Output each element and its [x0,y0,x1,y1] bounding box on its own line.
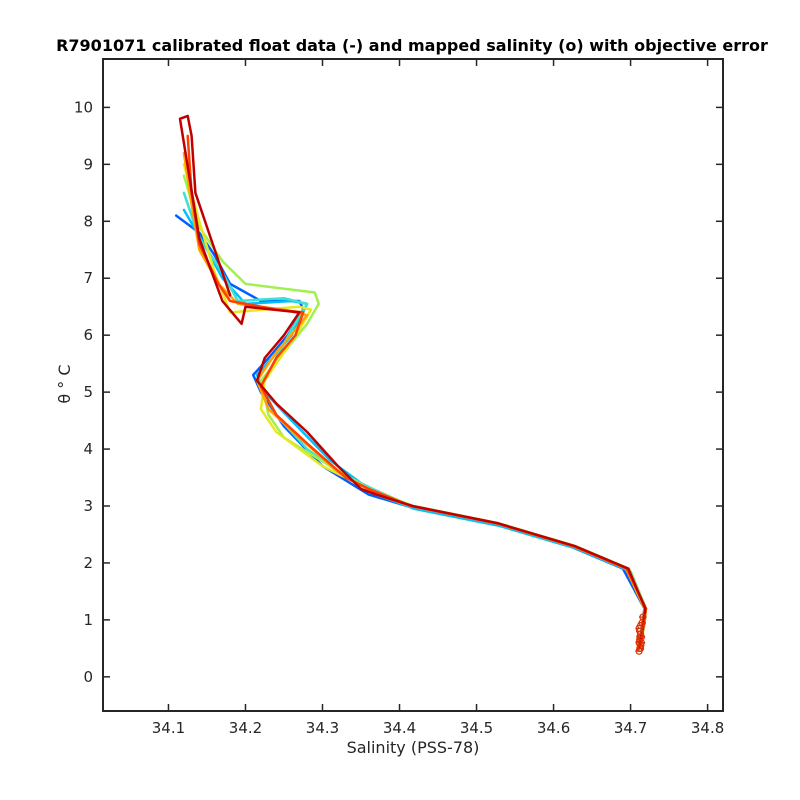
axes-box [102,58,724,712]
x-tick-label: 34.1 [152,719,185,737]
plot-area [103,59,723,711]
y-tick-label: 2 [83,554,93,572]
x-tick-label: 34.4 [383,719,416,737]
series-layer [174,114,648,650]
x-tick-label: 34.8 [691,719,724,737]
y-tick-label: 7 [83,269,93,287]
y-tick-label: 10 [74,98,93,116]
x-tick-label: 34.3 [306,719,339,737]
x-axis-label: Salinity (PSS-78) [347,738,480,757]
y-tick-label: 8 [83,212,93,230]
mapped-salinity-layer [635,613,647,655]
y-tick-label: 6 [83,326,93,344]
x-tick-label: 34.6 [537,719,570,737]
chart-title: R7901071 calibrated float data (-) and m… [56,36,768,55]
axes-layer: 34.1 34.2 34.3 34.4 34.5 34.6 34.7 34.8 0 1 2 3 4 5 6 7… [74,58,724,737]
y-tick-label: 9 [83,155,93,173]
x-tick-label: 34.7 [614,719,647,737]
plot-background [103,59,723,711]
y-axis-label: θ ° C [55,364,74,403]
x-tick-label: 34.2 [229,719,262,737]
y-tick-label: 0 [83,668,93,686]
mapped-point [636,644,645,652]
y-tick-label: 1 [83,611,93,629]
y-tick-label: 5 [83,383,93,401]
mapped-point [639,613,647,621]
x-tick-label: 34.5 [460,719,493,737]
y-tick-label: 3 [83,497,93,515]
y-tick-label: 4 [83,440,93,458]
series-line-8 [178,114,647,650]
